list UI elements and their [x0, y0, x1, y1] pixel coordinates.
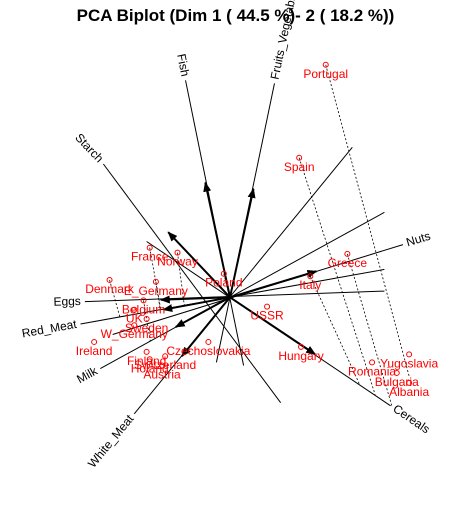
point-w-germany	[131, 322, 138, 329]
variable-label-white-meat: White_Meat	[85, 411, 137, 470]
point-austria	[159, 362, 166, 369]
point-poland	[220, 270, 227, 277]
point-label-belgium: Belgium	[122, 302, 165, 316]
variable-label-cereals: Cereals	[390, 402, 432, 437]
point-bulgaria	[393, 369, 400, 376]
variable-label-eggs: Eggs	[53, 294, 81, 309]
point-hungary	[298, 343, 305, 350]
loading-arrow-red-meat	[162, 296, 231, 312]
point-label-france: France	[131, 250, 169, 264]
variable-label-milk: Milk	[74, 363, 100, 386]
variable-axis-milk	[100, 211, 385, 370]
point-label-denmark: Denmark	[85, 282, 135, 296]
point-norway	[174, 249, 181, 256]
variable-label-starch: Starch	[72, 131, 106, 166]
variable-label-nuts: Nuts	[404, 229, 432, 250]
variable-label-fruits-vegetables: Fruits_Vegetables	[268, 0, 301, 81]
projection-line-e-germany	[155, 281, 161, 310]
point-denmark	[106, 276, 113, 283]
loading-arrow-eggs	[159, 295, 231, 304]
loading-arrow-fish	[203, 181, 231, 298]
point-label-ireland: Ireland	[76, 344, 113, 358]
point-e-germany	[152, 278, 159, 285]
loading-arrow-fruits-vegetables	[229, 187, 256, 298]
point-ussr	[264, 303, 271, 310]
point-label-sweden: Sweden	[125, 321, 168, 335]
loading-arrows-layer	[159, 181, 318, 357]
point-label-spain: Spain	[284, 160, 315, 174]
point-label-ussr: USSR	[250, 309, 284, 323]
point-france	[146, 244, 153, 251]
projection-line-norway	[177, 252, 185, 306]
point-label-e-germany: E_Germany	[124, 284, 188, 298]
point-label-hungary: Hungary	[278, 349, 323, 363]
observation-points-layer: Portugal Spain Greece Italy USSR Hungary Roman…	[76, 61, 438, 399]
point-label-greece: Greece	[328, 256, 368, 270]
point-label-yugoslavia: Yugoslavia	[380, 356, 438, 370]
loading-arrow-nuts	[229, 270, 318, 299]
point-holand	[146, 356, 153, 363]
projection-line-portugal	[325, 64, 410, 377]
projection-line-denmark	[109, 279, 121, 318]
point-label-czechoslovakia: Czechoslovakia	[166, 344, 250, 358]
point-finland	[143, 348, 150, 355]
point-label-italy: Italy	[299, 278, 321, 292]
loading-arrow-milk	[174, 296, 231, 328]
point-label-portugal: Portugal	[303, 67, 348, 81]
point-label-poland: Poland	[205, 276, 242, 290]
point-romania	[369, 359, 376, 366]
loading-arrow-white-meat	[181, 296, 231, 357]
point-label-finland: Finland	[127, 354, 166, 368]
point-label-romania: Romania	[348, 364, 396, 378]
point-switzerland	[162, 353, 169, 360]
point-label-w-germany: W_Germany	[101, 327, 168, 341]
point-label-uk: UK	[126, 312, 143, 326]
point-ireland	[91, 338, 98, 345]
variable-axis-white-meat	[133, 146, 353, 415]
point-yugoslavia	[406, 351, 413, 358]
point-italy	[307, 273, 314, 280]
point-greece	[344, 250, 351, 257]
point-label-austria: Austria	[143, 368, 181, 382]
point-portugal	[322, 61, 329, 68]
point-sweden	[143, 316, 150, 322]
loading-arrow-starch	[167, 231, 231, 298]
point-label-norway: Norway	[157, 255, 198, 269]
point-belgium	[140, 297, 147, 304]
chart-title: PCA Biplot (Dim 1 ( 44.5 %)- 2 ( 18.2 %)…	[76, 6, 395, 25]
projection-line-belgium	[143, 300, 151, 342]
point-uk	[131, 306, 138, 313]
variable-label-fish: Fish	[174, 53, 192, 78]
point-label-albania: Albania	[389, 385, 429, 399]
point-spain	[296, 154, 303, 161]
variable-label-red-meat: Red_Meat	[21, 317, 79, 341]
point-albania	[406, 379, 413, 386]
variable-axis-starch	[102, 163, 282, 403]
variable-labels-layer: Fish Fruits_Vegetables Starch Nuts Eggs Red_M…	[21, 0, 433, 470]
point-czechoslovakia	[205, 338, 212, 345]
